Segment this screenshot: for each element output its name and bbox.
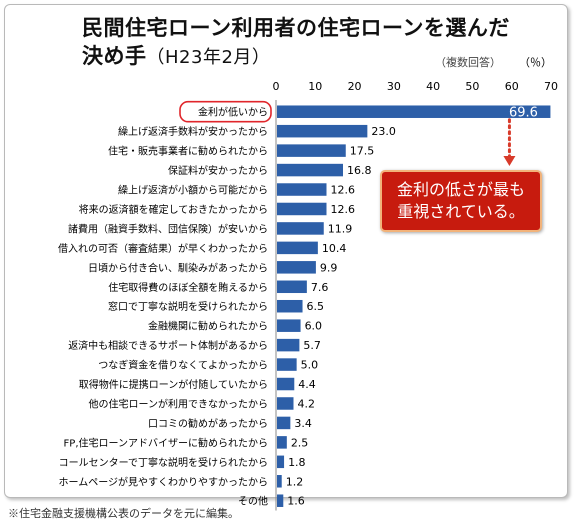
bar	[277, 455, 285, 469]
category-label: 住宅・販売事業者に勧められたから	[108, 145, 268, 158]
value-label: 6.5	[307, 300, 325, 313]
bar	[277, 124, 368, 138]
category-label: 取得物件に提携ローンが付随していたから	[79, 378, 268, 391]
x-tick-label: 20	[348, 80, 362, 93]
category-label: 金融機関に勧められたから	[148, 320, 268, 333]
bar	[277, 358, 297, 371]
bar	[277, 280, 307, 294]
bar	[277, 416, 291, 430]
value-label: 3.4	[294, 417, 312, 430]
bar	[277, 144, 346, 157]
bar	[277, 475, 282, 488]
value-label: 10.4	[322, 242, 347, 255]
chart-title-line1: 民間住宅ローン利用者の住宅ローンを選んだ	[82, 16, 510, 40]
x-tick-label: 70	[544, 80, 558, 93]
chart-title-main: 決め手	[82, 44, 147, 68]
category-label: 他の住宅ローンが利用できなかったから	[89, 397, 269, 410]
value-label: 16.8	[347, 164, 372, 177]
x-tick-label: 0	[273, 80, 280, 93]
value-label: 17.5	[350, 145, 375, 158]
category-label: コールセンターで丁寧な説明を受けられたから	[59, 456, 268, 469]
value-label: 1.8	[288, 456, 306, 469]
category-label: 借入れの可否（審査結果）が早くわかったから	[58, 242, 268, 255]
category-label: 返済中も相談できるサポート体制があるから	[68, 339, 268, 352]
chart-title-date: （H23年2月）	[146, 47, 271, 68]
value-label: 2.5	[291, 436, 309, 449]
bar	[277, 261, 316, 274]
value-label: 5.7	[303, 339, 321, 352]
bar	[277, 105, 551, 118]
value-label: 12.6	[331, 203, 356, 216]
axis-unit: （％）	[519, 56, 552, 69]
value-label: 9.9	[320, 261, 338, 274]
bar	[277, 163, 343, 177]
bar	[277, 338, 300, 352]
value-label: 5.0	[301, 359, 319, 372]
category-label: つなぎ資金を借りなくてよかったから	[98, 359, 268, 372]
value-label: 69.6	[509, 106, 538, 121]
bar	[277, 377, 295, 391]
bar	[277, 319, 301, 332]
highlight-outline	[179, 100, 272, 123]
category-label: 住宅取得費のほぼ全額を賄えるから	[108, 281, 268, 294]
bar	[277, 397, 294, 410]
value-label: 7.6	[311, 281, 329, 294]
x-tick-label: 60	[505, 80, 519, 93]
category-label: FP,住宅ローンアドバイザーに勧められたから	[64, 436, 268, 449]
response-note: （複数回答）	[435, 55, 501, 69]
category-label: 保証料が安かったから	[168, 164, 268, 177]
callout-line1: 金利の低さが最も	[396, 180, 525, 199]
category-label: ホームページが見やすくわかりやすかったから	[59, 475, 269, 488]
bar	[277, 494, 284, 507]
x-tick-label: 10	[308, 80, 322, 93]
bar	[277, 241, 318, 255]
category-label: 金利が低いから	[198, 106, 268, 119]
bar	[277, 436, 287, 449]
category-label: その他	[238, 495, 268, 508]
category-label: 窓口で丁寧な説明を受けられたから	[108, 300, 268, 313]
bar	[277, 299, 303, 313]
value-label: 23.0	[371, 125, 396, 138]
bar	[277, 183, 327, 196]
category-label: 繰上げ返済が小額から可能だから	[118, 184, 268, 197]
value-label: 12.6	[331, 184, 356, 197]
x-tick-label: 50	[465, 80, 479, 93]
callout-box: 金利の低さが最も 重視されている。	[380, 170, 542, 232]
category-label: 諸費用（融資手数料、団信保険）が安いから	[68, 222, 268, 235]
bar	[277, 202, 327, 216]
category-label: 将来の返済額を確定しておきたかったから	[79, 203, 268, 216]
value-label: 6.0	[305, 320, 323, 333]
category-label: 日頃から付き合い、馴染みがあったから	[88, 261, 268, 274]
chart-title-line2: 決め手（H23年2月）	[82, 40, 270, 70]
value-label: 11.9	[328, 222, 353, 235]
value-label: 4.4	[298, 378, 316, 391]
callout-line2: 重視されている。	[397, 202, 525, 221]
source-note: ※住宅金融支援機構公表のデータを元に編集。	[8, 507, 239, 520]
value-label: 4.2	[298, 397, 316, 410]
value-label: 1.2	[286, 475, 304, 488]
bar	[277, 222, 324, 235]
category-label: 繰上げ返済手数料が安かったから	[118, 125, 268, 138]
value-label: 1.6	[287, 495, 305, 508]
x-tick-label: 30	[387, 80, 401, 93]
x-tick-label: 40	[426, 80, 440, 93]
category-label: 口コミの勧めがあったから	[148, 417, 268, 430]
arrow-head-icon	[503, 156, 516, 166]
